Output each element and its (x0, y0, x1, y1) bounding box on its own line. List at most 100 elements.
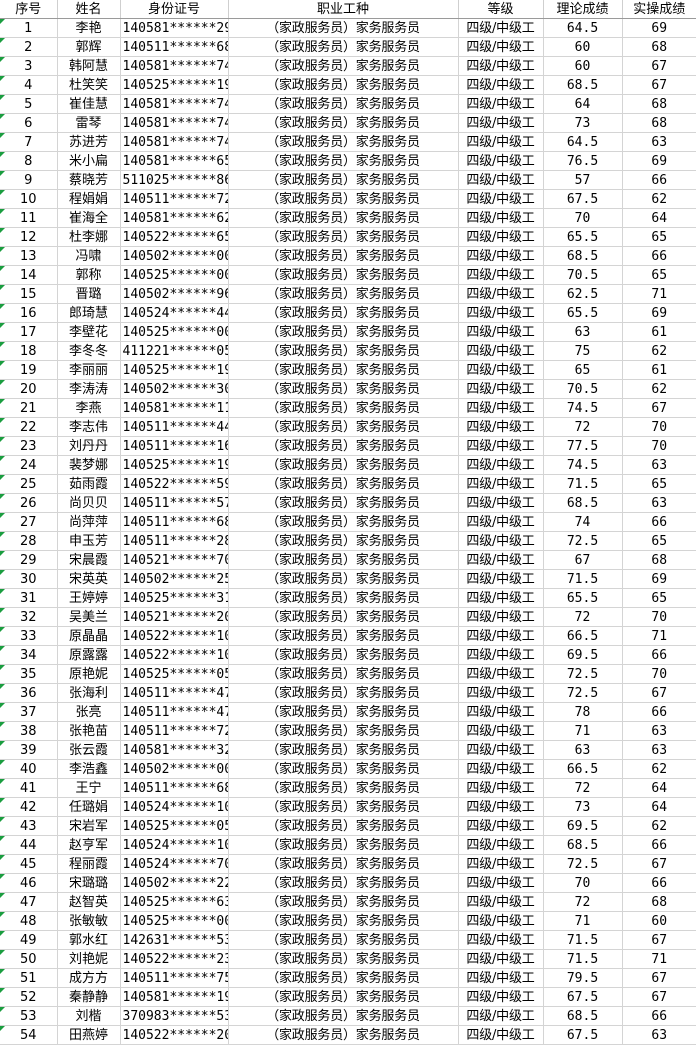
cell-level[interactable]: 四级/中级工 (457, 227, 544, 247)
cell-name[interactable]: 李涛涛 (56, 379, 121, 399)
cell-id-number[interactable]: 142631******5322 (119, 930, 229, 950)
cell-seq[interactable]: 25 (0, 474, 58, 494)
cell-seq[interactable]: 37 (0, 702, 58, 722)
cell-practical-score[interactable]: 60 (621, 911, 696, 931)
cell-theory-score[interactable]: 67.5 (542, 189, 623, 209)
cell-name[interactable]: 尚萍萍 (56, 512, 121, 532)
table-row[interactable]: 2 郭辉140511******6821（家政服务员）家务服务员四级/中级工606… (0, 37, 696, 57)
cell-level[interactable]: 四级/中级工 (457, 379, 544, 399)
cell-id-number[interactable]: 140522******1021 (119, 645, 229, 665)
cell-name[interactable]: 宋英英 (56, 569, 121, 589)
cell-seq[interactable]: 9 (0, 170, 58, 190)
cell-level[interactable]: 四级/中级工 (457, 911, 544, 931)
cell-occupation[interactable]: （家政服务员）家务服务员 (227, 721, 459, 741)
cell-name[interactable]: 张亮 (56, 702, 121, 722)
cell-name[interactable]: 原艳妮 (56, 664, 121, 684)
cell-occupation[interactable]: （家政服务员）家务服务员 (227, 151, 459, 171)
table-row[interactable]: 34原露露140522******1021（家政服务员）家务服务员四级/中级工6… (0, 645, 696, 665)
cell-name[interactable]: 郎琦慧 (56, 303, 121, 323)
cell-theory-score[interactable]: 64 (542, 94, 623, 114)
cell-level[interactable]: 四级/中级工 (457, 569, 544, 589)
table-row[interactable]: 48 张敏敏140525******0016（家政服务员）家务服务员四级/中级工7… (0, 911, 696, 931)
cell-id-number[interactable]: 140525******0016 (119, 911, 229, 931)
cell-name[interactable]: 申玉芳 (56, 531, 121, 551)
table-row[interactable]: 6 雷琴140581******7443（家政服务员）家务服务员四级/中级工736… (0, 113, 696, 133)
cell-name[interactable]: 杜笑笑 (56, 75, 121, 95)
cell-practical-score[interactable]: 70 (621, 607, 696, 627)
table-row[interactable]: 3 韩阿慧140581******7421（家政服务员）家务服务员四级/中级工60… (0, 56, 696, 76)
cell-id-number[interactable]: 140581******6524 (119, 151, 229, 171)
table-row[interactable]: 47 赵智英140525******6329（家政服务员）家务服务员四级/中级工7… (0, 892, 696, 912)
cell-seq[interactable]: 35 (0, 664, 58, 684)
table-row[interactable]: 51 成方方140511******7521（家政服务员）家务服务员四级/中级工7… (0, 968, 696, 988)
cell-id-number[interactable]: 140581******6218 (119, 208, 229, 228)
cell-seq[interactable]: 30 (0, 569, 58, 589)
cell-level[interactable]: 四级/中级工 (457, 987, 544, 1007)
table-row[interactable]: 40李浩鑫140502******001X（家政服务员）家务服务员四级/中级工6… (0, 759, 696, 779)
cell-practical-score[interactable]: 70 (621, 664, 696, 684)
cell-seq[interactable]: 48 (0, 911, 58, 931)
table-row[interactable]: 7 苏进芳140581******744X（家政服务员）家务服务员四级/中级工64… (0, 132, 696, 152)
cell-theory-score[interactable]: 77.5 (542, 436, 623, 456)
cell-seq[interactable]: 44 (0, 835, 58, 855)
cell-theory-score[interactable]: 66.5 (542, 626, 623, 646)
table-row[interactable]: 25 茹雨霞140522******594X（家政服务员）家务服务员四级/中级工7… (0, 474, 696, 494)
cell-name[interactable]: 杜李娜 (56, 227, 121, 247)
cell-practical-score[interactable]: 70 (621, 417, 696, 437)
cell-seq[interactable]: 8 (0, 151, 58, 171)
cell-practical-score[interactable]: 66 (621, 873, 696, 893)
cell-occupation[interactable]: （家政服务员）家务服务员 (227, 56, 459, 76)
table-row[interactable]: 45 程丽霞140524******7023（家政服务员）家务服务员四级/中级工7… (0, 854, 696, 874)
cell-theory-score[interactable]: 72.5 (542, 664, 623, 684)
cell-practical-score[interactable]: 64 (621, 208, 696, 228)
cell-occupation[interactable]: （家政服务员）家务服务员 (227, 645, 459, 665)
cell-occupation[interactable]: （家政服务员）家务服务员 (227, 417, 459, 437)
table-row[interactable]: 49 郭水红142631******5322（家政服务员）家务服务员四级/中级工7… (0, 930, 696, 950)
cell-theory-score[interactable]: 70.5 (542, 379, 623, 399)
cell-practical-score[interactable]: 68 (621, 550, 696, 570)
cell-seq[interactable]: 11 (0, 208, 58, 228)
cell-seq[interactable]: 26 (0, 493, 58, 513)
cell-name[interactable]: 茹雨霞 (56, 474, 121, 494)
table-row[interactable]: 29宋晨霞140521******702X（家政服务员）家务服务员四级/中级工6… (0, 550, 696, 570)
cell-seq[interactable]: 41 (0, 778, 58, 798)
cell-occupation[interactable]: （家政服务员）家务服务员 (227, 227, 459, 247)
cell-name[interactable]: 赵智英 (56, 892, 121, 912)
cell-occupation[interactable]: （家政服务员）家务服务员 (227, 284, 459, 304)
cell-id-number[interactable]: 140522******2328 (119, 949, 229, 969)
cell-seq[interactable]: 52 (0, 987, 58, 1007)
cell-theory-score[interactable]: 74 (542, 512, 623, 532)
cell-level[interactable]: 四级/中级工 (457, 740, 544, 760)
cell-name[interactable]: 田燕婷 (56, 1025, 121, 1045)
cell-practical-score[interactable]: 69 (621, 303, 696, 323)
cell-occupation[interactable]: （家政服务员）家务服务员 (227, 569, 459, 589)
cell-level[interactable]: 四级/中级工 (457, 208, 544, 228)
table-row[interactable]: 4 杜笑笑140525******1943（家政服务员）家务服务员四级/中级工68… (0, 75, 696, 95)
cell-occupation[interactable]: （家政服务员）家务服务员 (227, 303, 459, 323)
cell-id-number[interactable]: 411221******0511 (119, 341, 229, 361)
cell-theory-score[interactable]: 66.5 (542, 759, 623, 779)
cell-seq[interactable]: 21 (0, 398, 58, 418)
cell-id-number[interactable]: 140511******6845 (119, 778, 229, 798)
cell-seq[interactable]: 23 (0, 436, 58, 456)
table-row[interactable]: 18 李冬冬411221******0511（家政服务员）家务服务员四级/中级工7… (0, 341, 696, 361)
cell-theory-score[interactable]: 71.5 (542, 930, 623, 950)
cell-level[interactable]: 四级/中级工 (457, 588, 544, 608)
table-row[interactable]: 32吴美兰140521******2021（家政服务员）家务服务员四级/中级工7… (0, 607, 696, 627)
cell-id-number[interactable]: 140502******9600 (119, 284, 229, 304)
cell-id-number[interactable]: 140511******7249 (119, 189, 229, 209)
cell-id-number[interactable]: 140511******7228 (119, 721, 229, 741)
cell-name[interactable]: 韩阿慧 (56, 56, 121, 76)
cell-name[interactable]: 李艳 (56, 18, 121, 38)
cell-practical-score[interactable]: 62 (621, 759, 696, 779)
cell-occupation[interactable]: （家政服务员）家务服务员 (227, 626, 459, 646)
cell-practical-score[interactable]: 61 (621, 322, 696, 342)
cell-theory-score[interactable]: 71.5 (542, 949, 623, 969)
cell-practical-score[interactable]: 63 (621, 740, 696, 760)
cell-occupation[interactable]: （家政服务员）家务服务员 (227, 778, 459, 798)
cell-occupation[interactable]: （家政服务员）家务服务员 (227, 873, 459, 893)
column-header-level[interactable]: 等级 (457, 0, 544, 19)
table-row[interactable]: 39张云霞140581******3225（家政服务员）家务服务员四级/中级工6… (0, 740, 696, 760)
cell-id-number[interactable]: 140525******3125 (119, 588, 229, 608)
